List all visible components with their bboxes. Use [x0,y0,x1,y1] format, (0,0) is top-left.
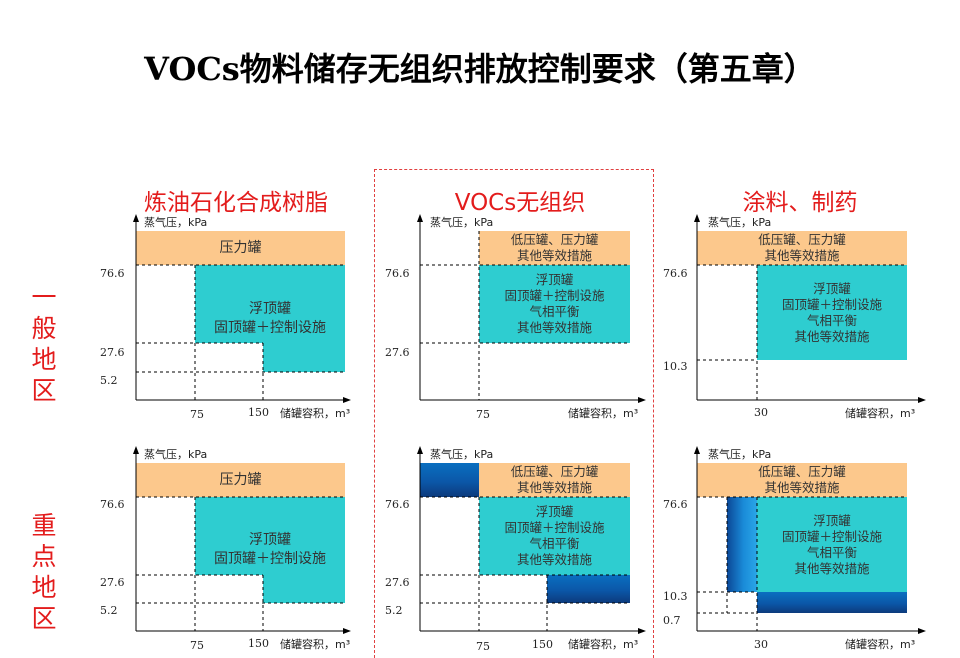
y-axis-label: 蒸气压，kPa [430,216,494,229]
enhanced-control-block [547,575,630,603]
region-floating-roof: 浮顶罐 固顶罐＋控制设施 气相平衡 其他等效措施 [479,497,630,575]
region-floating-roof: 浮顶罐 固顶罐＋控制设施 气相平衡 其他等效措施 [757,497,907,592]
y-tick: 5.2 [100,604,118,617]
y-axis-label: 蒸气压，kPa [430,448,494,461]
y-axis-label: 蒸气压，kPa [144,448,208,461]
y-tick: 27.6 [385,576,410,589]
highlight-dashed-frame [374,169,654,658]
x-axis-label: 储罐容积，m³ [845,407,916,420]
x-tick: 30 [754,406,768,419]
row-header-general: 一般地区 [24,282,64,406]
y-tick: 27.6 [385,346,410,359]
blank-cutout [195,343,263,372]
x-axis-label: 储罐容积，m³ [568,638,639,651]
y-tick: 5.2 [100,374,118,387]
region-low-pressure-tank: 低压罐、压力罐 其他等效措施 [697,231,907,265]
x-tick: 75 [190,408,204,421]
y-axis-label: 蒸气压，kPa [708,216,772,229]
row-header-text: 重点地区 [31,511,57,633]
y-tick: 76.6 [100,498,125,511]
y-tick: 10.3 [663,360,688,373]
x-axis-label: 储罐容积，m³ [845,638,916,651]
region-pressure-tank: 压力罐 [136,463,345,497]
region-floating-roof: 浮顶罐 固顶罐＋控制设施 气相平衡 其他等效措施 [479,265,630,343]
y-tick: 76.6 [100,267,125,280]
row-header-text: 一般地区 [31,283,57,405]
region-low-pressure-tank: 低压罐、压力罐 其他等效措施 [479,463,630,497]
page-title: VOCs物料储存无组织排放控制要求（第五章） [144,50,816,88]
region-floating-roof: 浮顶罐 固顶罐＋控制设施 气相平衡 其他等效措施 [757,265,907,360]
y-tick: 27.6 [100,346,125,359]
y-tick: 76.6 [385,498,410,511]
region-low-pressure-tank: 低压罐、压力罐 其他等效措施 [479,231,630,265]
y-tick: 5.2 [385,604,403,617]
y-tick: 76.6 [385,267,410,280]
enhanced-control-block [420,463,479,497]
y-tick: 10.3 [663,590,688,603]
y-tick: 76.6 [663,267,688,280]
x-tick: 75 [476,640,490,653]
region-low-pressure-tank: 低压罐、压力罐 其他等效措施 [697,463,907,497]
column-header-coatings: 涂料、制药 [742,190,858,216]
x-axis-label: 储罐容积，m³ [280,638,351,651]
y-tick: 27.6 [100,576,125,589]
y-tick: 76.6 [663,498,688,511]
enhanced-control-block [757,592,907,613]
region-pressure-tank: 压力罐 [136,231,345,265]
column-header-vocs: VOCs无组织 [454,190,586,216]
column-header-refining: 炼油石化合成树脂 [144,190,328,216]
x-tick: 75 [190,639,204,652]
x-tick: 75 [476,408,490,421]
x-tick: 150 [248,406,269,419]
blank-cutout [195,575,263,603]
y-tick: 0.7 [663,614,681,627]
x-axis-label: 储罐容积，m³ [280,407,351,420]
x-tick: 30 [754,638,768,651]
row-header-key: 重点地区 [24,510,64,634]
x-axis-label: 储罐容积，m³ [568,407,639,420]
x-tick: 150 [532,638,553,651]
enhanced-control-block [727,497,757,592]
x-tick: 150 [248,637,269,650]
y-axis-label: 蒸气压，kPa [708,448,772,461]
y-axis-label: 蒸气压，kPa [144,216,208,229]
